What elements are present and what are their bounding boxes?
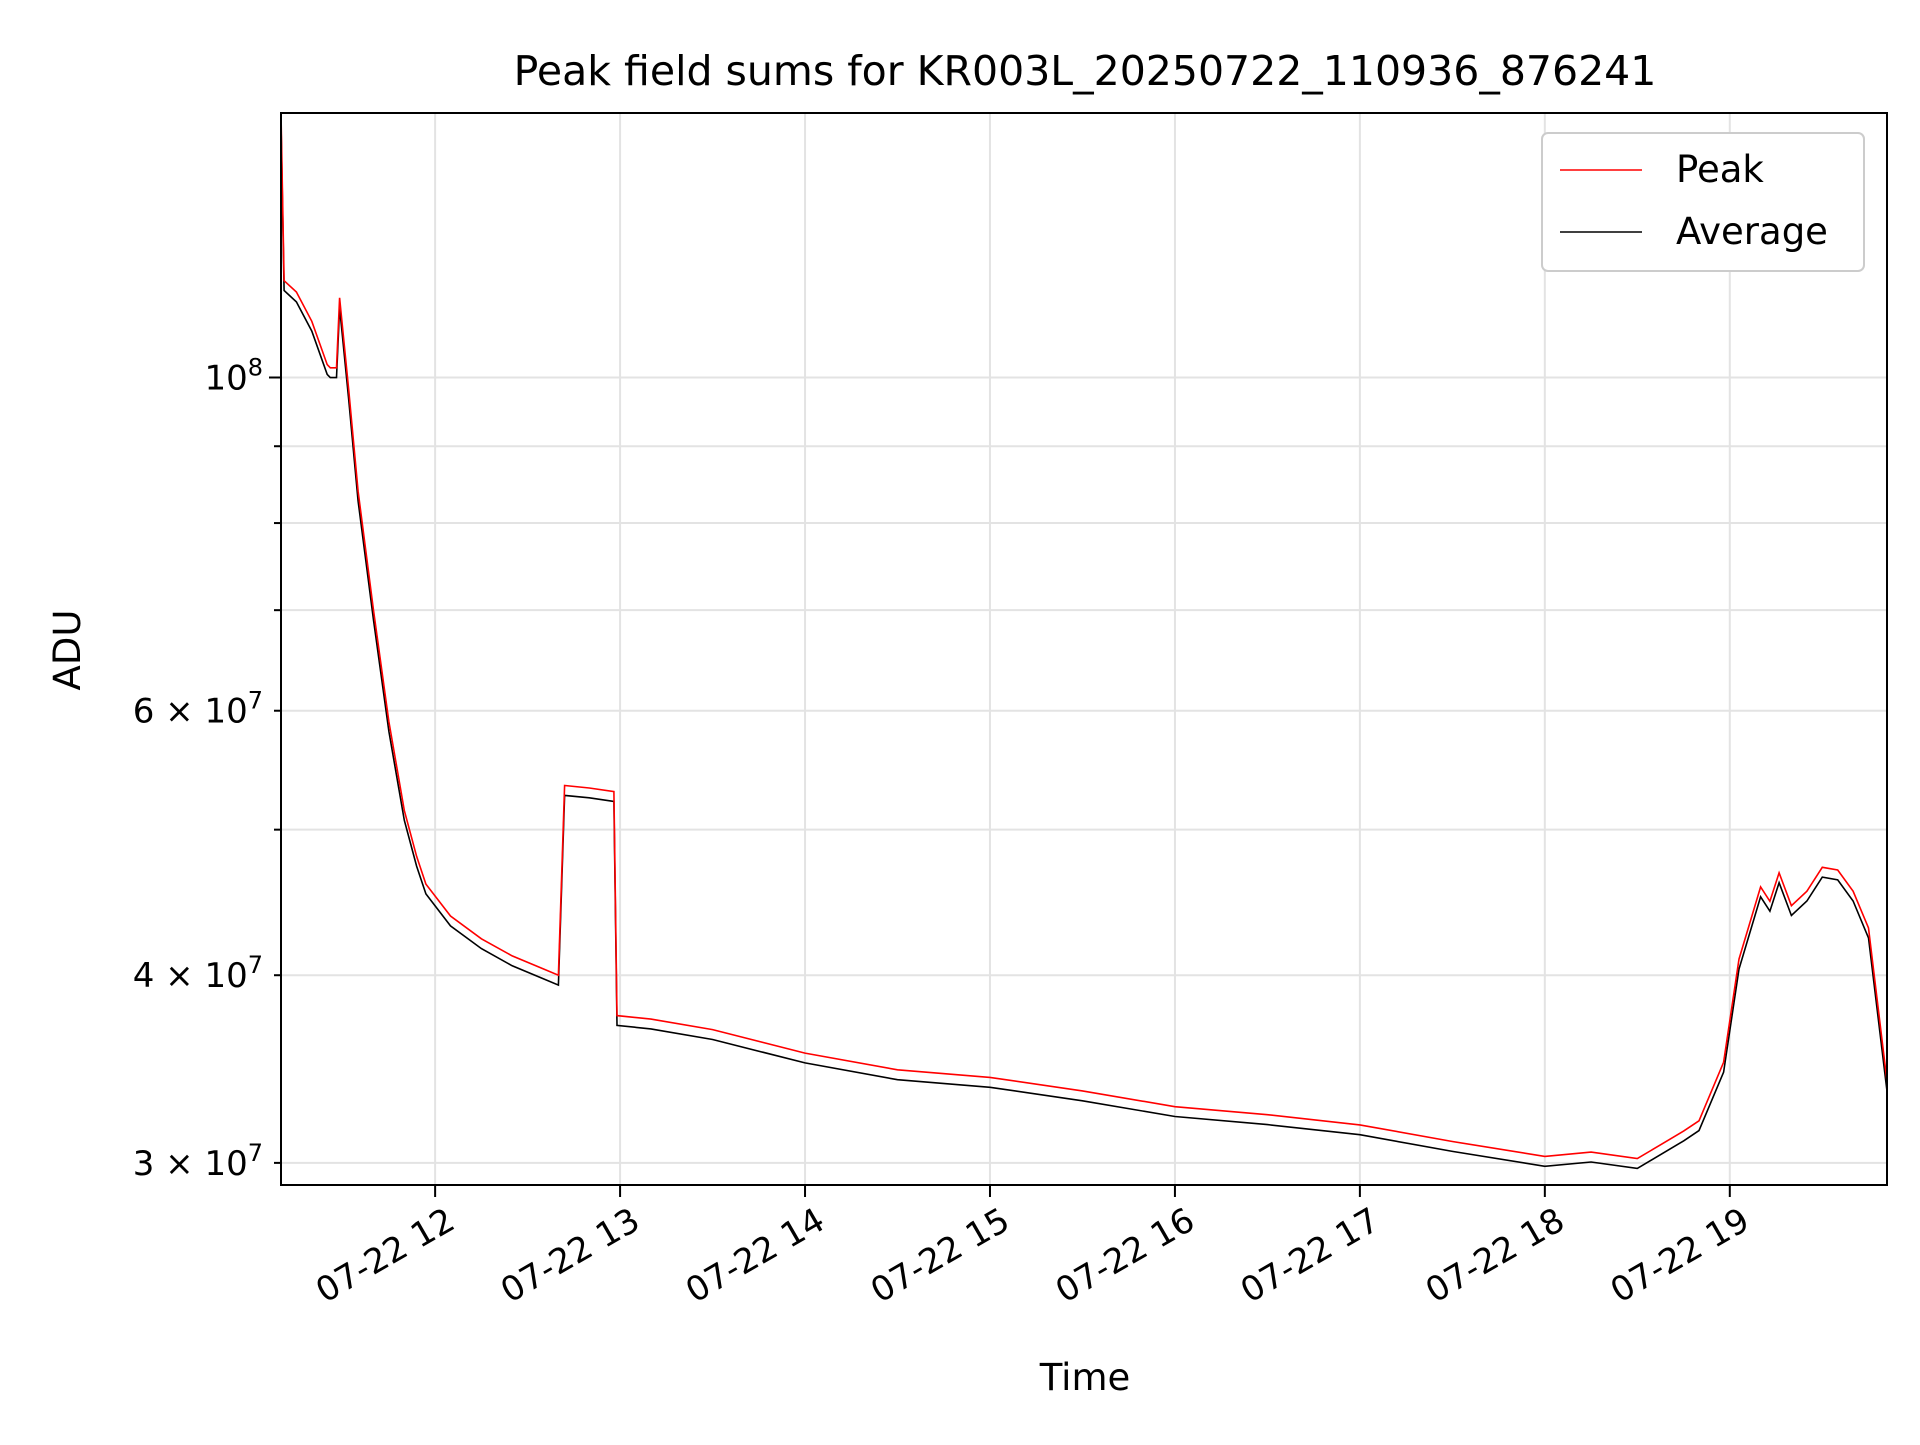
chart-title: Peak field sums for KR003L_20250722_1109… (514, 47, 1657, 95)
legend-average-label: Average (1676, 210, 1828, 253)
x-axis-label: Time (1039, 1356, 1131, 1399)
plot-area-frame (280, 112, 1888, 1186)
series-average-line (280, 122, 1888, 1170)
legend-peak-label: Peak (1676, 148, 1764, 191)
series-peak-line (280, 112, 1888, 1160)
legend: Peak Average (1541, 132, 1865, 272)
legend-box (1541, 132, 1865, 272)
grid-lines (281, 113, 1887, 1185)
series-layer (280, 112, 1888, 1170)
y-tick-label: 6 × 107 (133, 687, 263, 732)
y-tick-label: 3 × 107 (133, 1139, 263, 1184)
y-axis-label: ADU (46, 610, 89, 691)
y-tick-label: 4 × 107 (133, 951, 263, 996)
y-tick-label: 108 (204, 353, 263, 398)
